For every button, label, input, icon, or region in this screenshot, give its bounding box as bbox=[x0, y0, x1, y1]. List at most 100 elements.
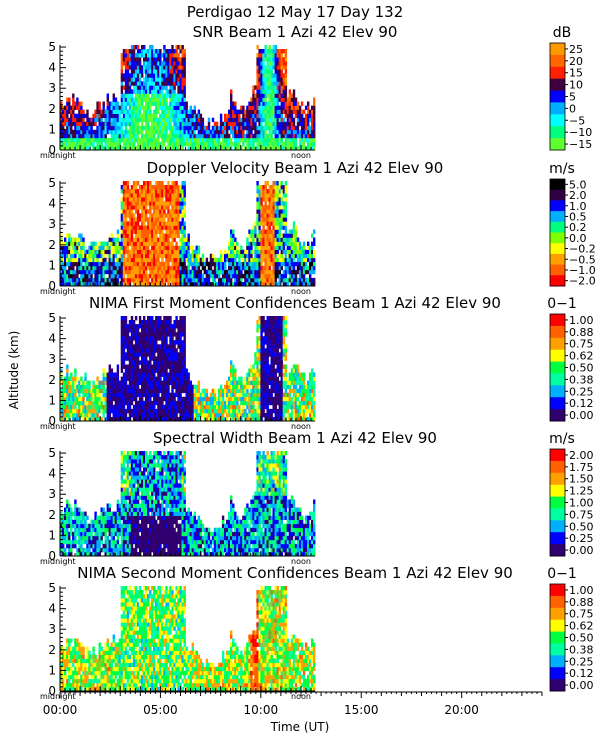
heatmap-cell bbox=[228, 141, 231, 147]
heatmap-cell bbox=[153, 344, 156, 349]
heatmap-cell bbox=[74, 137, 77, 143]
heatmap-cell bbox=[177, 141, 180, 147]
heatmap-cell bbox=[126, 336, 130, 341]
heatmap-cell bbox=[266, 237, 269, 242]
heatmap-cell bbox=[244, 265, 247, 271]
heatmap-cell bbox=[145, 89, 148, 94]
heatmap-cell bbox=[159, 269, 162, 275]
colorbar-swatch bbox=[550, 275, 565, 287]
heatmap-cell bbox=[197, 141, 201, 147]
heatmap-cell bbox=[256, 146, 259, 151]
heatmap-cell bbox=[252, 261, 255, 267]
heatmap-cell bbox=[100, 146, 103, 151]
heatmap-cell bbox=[159, 185, 162, 190]
heatmap-cell bbox=[193, 105, 196, 110]
heatmap-cell bbox=[313, 121, 316, 127]
heatmap-cell bbox=[126, 400, 130, 406]
heatmap-cell bbox=[147, 348, 150, 353]
heatmap-cell bbox=[183, 113, 186, 119]
heatmap-cell bbox=[116, 249, 120, 255]
heatmap-cell bbox=[94, 137, 97, 143]
heatmap-cell bbox=[250, 129, 253, 135]
heatmap-cell bbox=[134, 332, 138, 337]
heatmap-cell bbox=[112, 129, 115, 135]
heatmap-cell bbox=[195, 269, 198, 275]
heatmap-cell bbox=[193, 261, 196, 267]
heatmap-cell bbox=[134, 221, 138, 226]
heatmap-cell bbox=[64, 237, 67, 242]
heatmap-cell bbox=[254, 129, 257, 135]
heatmap-cell bbox=[179, 193, 182, 198]
heatmap-cell bbox=[136, 109, 140, 114]
heatmap-cell bbox=[143, 336, 146, 341]
heatmap-cell bbox=[138, 217, 142, 222]
heatmap-cell bbox=[238, 125, 241, 131]
heatmap-cell bbox=[195, 253, 198, 259]
heatmap-cell bbox=[141, 282, 144, 287]
heatmap-cell bbox=[230, 257, 233, 263]
heatmap-cell bbox=[215, 261, 219, 267]
heatmap-cell bbox=[60, 261, 63, 267]
heatmap-cell bbox=[136, 93, 140, 98]
heatmap-cell bbox=[278, 277, 281, 283]
heatmap-cell bbox=[74, 380, 77, 385]
heatmap-cell bbox=[138, 352, 142, 357]
heatmap-cell bbox=[167, 253, 170, 259]
heatmap-cell bbox=[98, 265, 101, 271]
heatmap-cell bbox=[80, 388, 83, 394]
heatmap-cell bbox=[248, 105, 251, 110]
heatmap-cell bbox=[116, 241, 120, 246]
heatmap-cell bbox=[264, 257, 267, 263]
heatmap-cell bbox=[143, 277, 146, 283]
heatmap-cell bbox=[82, 241, 85, 246]
heatmap-cell bbox=[262, 93, 265, 98]
heatmap-cell bbox=[86, 265, 89, 271]
heatmap-cell bbox=[157, 146, 160, 151]
heatmap-cell bbox=[124, 65, 128, 70]
heatmap-cell bbox=[84, 261, 87, 267]
heatmap-cell bbox=[100, 245, 103, 250]
heatmap-cell bbox=[181, 141, 184, 147]
heatmap-cell bbox=[114, 384, 118, 390]
heatmap-cell bbox=[151, 400, 154, 406]
heatmap-cell bbox=[90, 121, 93, 127]
heatmap-cell bbox=[68, 408, 71, 414]
heatmap-cell bbox=[173, 49, 176, 54]
heatmap-cell bbox=[266, 109, 269, 114]
heatmap-cell bbox=[307, 249, 310, 255]
heatmap-cell bbox=[284, 193, 288, 198]
heatmap-cell bbox=[151, 61, 154, 66]
heatmap-cell bbox=[307, 133, 310, 139]
heatmap-cell bbox=[274, 205, 277, 210]
heatmap-cell bbox=[64, 269, 67, 275]
heatmap-cell bbox=[94, 113, 97, 119]
heatmap-cell bbox=[161, 241, 164, 246]
heatmap-cell bbox=[149, 233, 152, 238]
heatmap-cell bbox=[134, 340, 138, 345]
heatmap-cell bbox=[284, 273, 288, 279]
heatmap-cell bbox=[157, 141, 160, 147]
heatmap-cell bbox=[138, 125, 142, 131]
heatmap-cell bbox=[153, 141, 156, 147]
heatmap-cell bbox=[280, 185, 283, 190]
heatmap-cell bbox=[126, 229, 130, 234]
heatmap-cell bbox=[143, 89, 146, 94]
heatmap-cell bbox=[288, 237, 292, 242]
heatmap-cell bbox=[179, 261, 182, 267]
heatmap-cell bbox=[153, 277, 156, 283]
heatmap-cell bbox=[70, 261, 73, 267]
heatmap-cell bbox=[260, 241, 263, 246]
heatmap-cell bbox=[224, 257, 227, 263]
heatmap-cell bbox=[108, 408, 111, 414]
heatmap-cell bbox=[128, 113, 132, 119]
heatmap-cell bbox=[149, 109, 152, 114]
heatmap-cell bbox=[193, 137, 196, 143]
heatmap-cell bbox=[118, 261, 122, 267]
heatmap-cell bbox=[179, 273, 182, 279]
heatmap-cell bbox=[153, 81, 156, 86]
heatmap-cell bbox=[185, 245, 188, 250]
heatmap-cell bbox=[72, 93, 75, 98]
heatmap-cell bbox=[159, 113, 162, 119]
heatmap-cell bbox=[134, 249, 138, 255]
heatmap-cell bbox=[157, 197, 160, 202]
